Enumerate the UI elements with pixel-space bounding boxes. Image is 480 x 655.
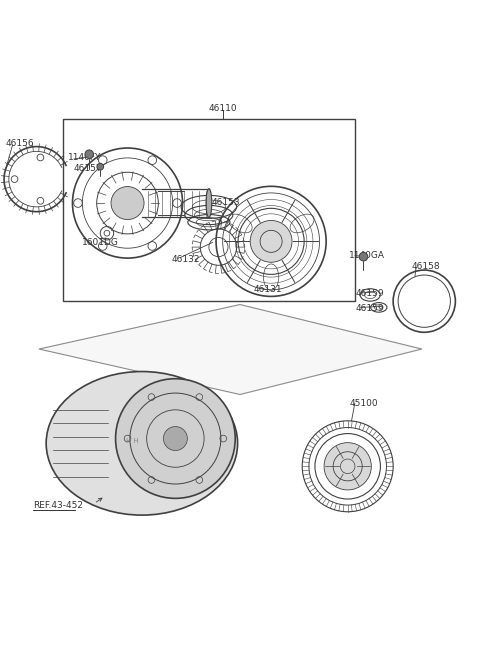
Text: 46153: 46153 [211,198,240,206]
Text: 46159: 46159 [356,289,384,297]
Circle shape [163,426,187,451]
Text: 46159: 46159 [356,304,384,313]
Circle shape [85,150,94,159]
Ellipse shape [46,371,238,515]
Text: 46158: 46158 [411,262,440,271]
Text: 46156: 46156 [5,139,34,148]
Circle shape [324,443,372,490]
Text: 1140FY: 1140FY [68,153,101,162]
Text: 46131: 46131 [253,285,282,293]
Polygon shape [39,305,422,394]
Circle shape [116,379,235,498]
Ellipse shape [206,189,212,217]
Text: 46157: 46157 [73,164,102,173]
Text: REF.43-452: REF.43-452 [33,501,83,510]
Text: 1140GA: 1140GA [349,252,385,260]
Bar [63,119,355,301]
Text: 46132: 46132 [172,255,201,264]
Circle shape [97,163,104,170]
Text: 1601DG: 1601DG [82,238,119,247]
Text: 46110: 46110 [209,103,238,113]
Text: H H: H H [126,438,139,444]
Circle shape [359,252,368,261]
Circle shape [250,221,292,262]
Circle shape [111,187,144,219]
Text: 45100: 45100 [349,399,378,407]
